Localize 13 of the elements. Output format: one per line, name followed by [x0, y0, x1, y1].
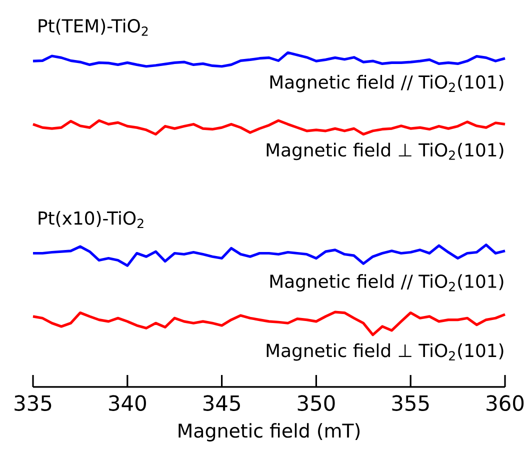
x-tick-label: 335: [14, 395, 52, 411]
annotation: Pt(x10)-TiO$_{2}$: [38, 210, 144, 228]
x-tick-label: 340: [109, 395, 146, 411]
x-tick-label: 355: [392, 395, 429, 411]
series-label: Magnetic field // TiO$_{2}$(101): [270, 274, 504, 292]
series-label: Magnetic field ⊥ TiO$_{2}$(101): [266, 142, 504, 160]
series-label: Magnetic field ⊥ TiO$_{2}$(101): [266, 343, 504, 361]
x-tick-label: 350: [298, 395, 335, 411]
x-axis-title: Magnetic field (mT): [178, 423, 360, 442]
text: Pt(TEM)-TiO$_{2}$: [38, 18, 148, 36]
series-label: Magnetic field // TiO$_{2}$(101): [270, 74, 504, 92]
x-tick-label: 345: [203, 395, 240, 411]
x-tick-label: 360: [486, 395, 524, 411]
